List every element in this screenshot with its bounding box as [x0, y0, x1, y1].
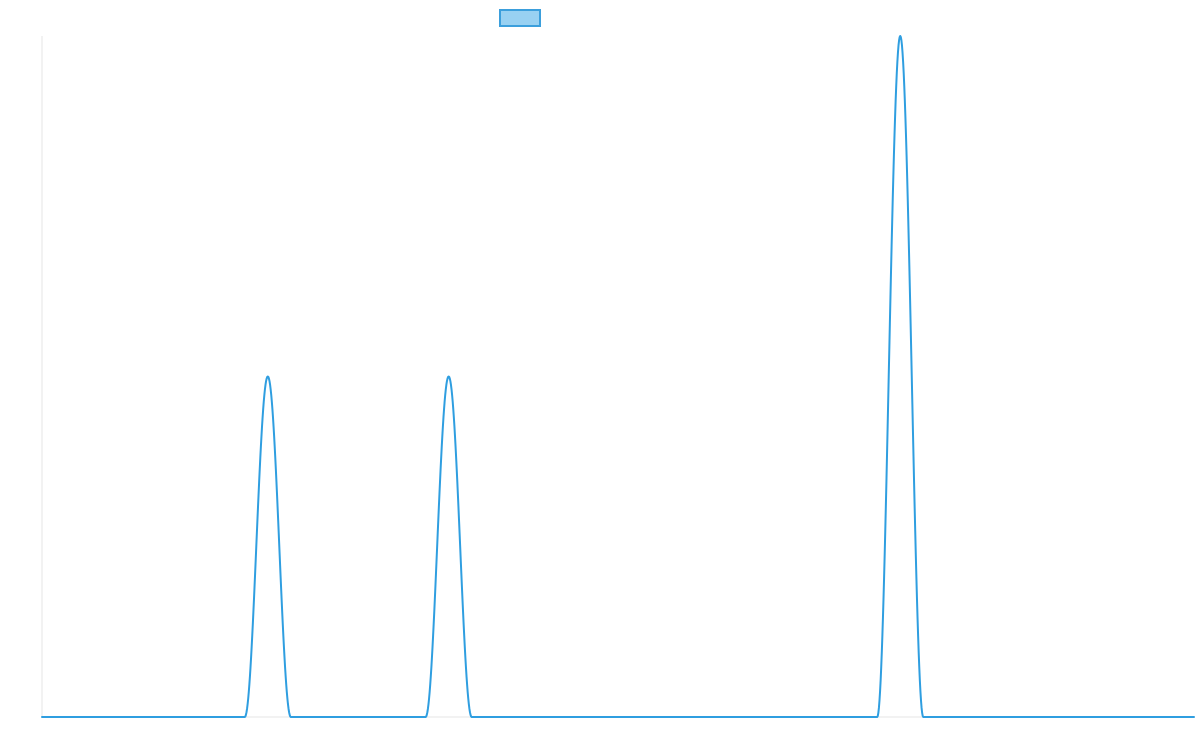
legend-swatch[interactable] [499, 9, 541, 27]
legend [499, 9, 541, 27]
series-layer [41, 35, 1195, 718]
plot-area [41, 35, 1195, 718]
series-line-1 [41, 35, 1195, 718]
